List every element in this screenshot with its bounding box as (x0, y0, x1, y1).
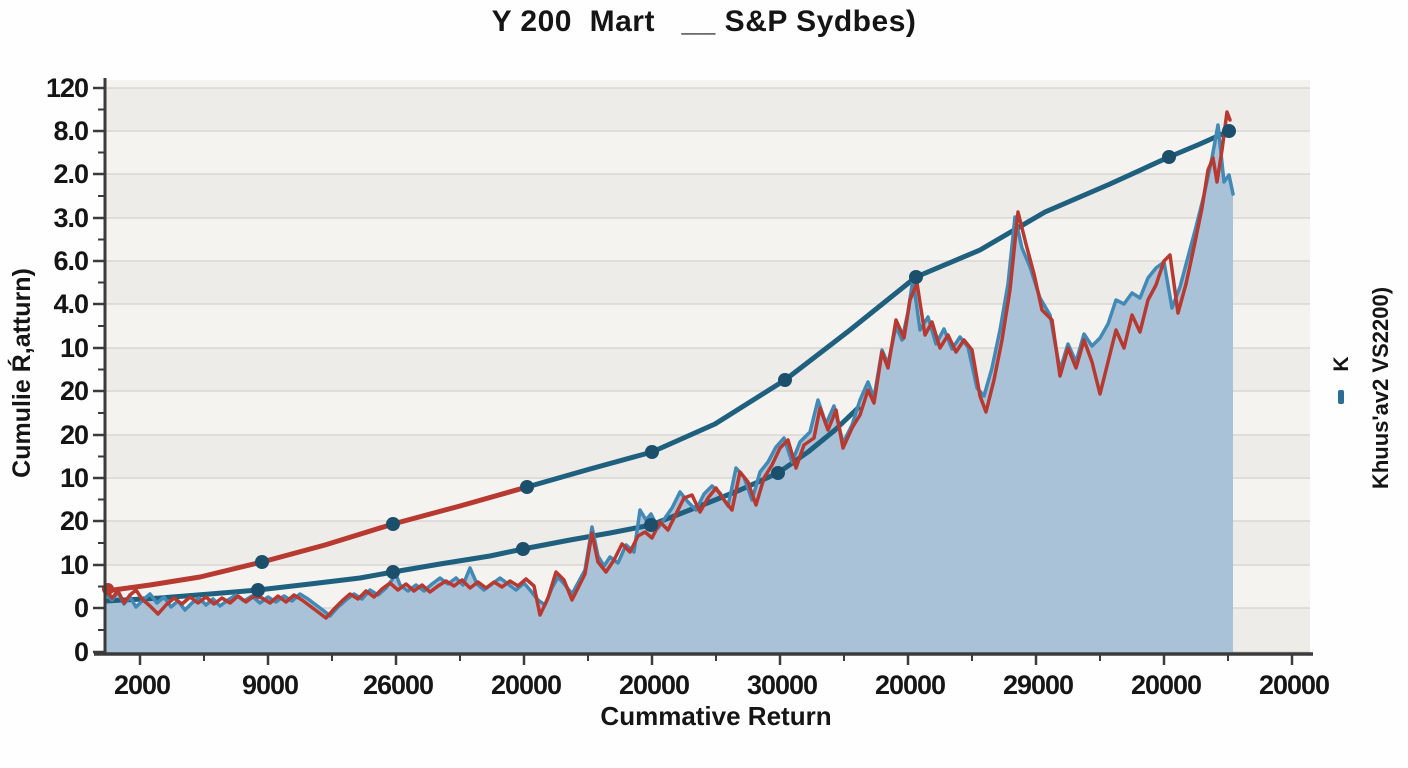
trend-marker-dot (645, 445, 659, 459)
y-tick-label: 20 (60, 506, 88, 536)
y-tick-label: 0 (74, 637, 88, 667)
plot-band (105, 174, 1310, 218)
trend-marker-dot (386, 565, 400, 579)
x-axis-title: Cummative Return (600, 701, 832, 731)
y-tick-label: 0 (74, 593, 88, 623)
trend-marker-dot (520, 480, 534, 494)
trend-marker-dot (644, 518, 658, 532)
x-tick-label: 29000 (1003, 670, 1073, 700)
x-tick-label: 26000 (363, 670, 433, 700)
legend-marker-label: K (1330, 356, 1353, 372)
y-tick-label: 10 (60, 333, 88, 363)
y-tick-label: 10 (60, 550, 88, 580)
y-tick-label: 4.0 (53, 289, 88, 319)
trend-marker-dot (771, 466, 785, 480)
trend-marker-dot (255, 555, 269, 569)
x-tick-label: 9000 (242, 670, 298, 700)
y-tick-label: 20 (60, 420, 88, 450)
upper-trend-red-line (103, 484, 530, 594)
trend-marker-dot (516, 542, 530, 556)
x-tick-label: 20000 (1259, 670, 1329, 700)
plot-band (105, 88, 1310, 131)
chart-title: Y 200 Mart __ S&P Sydbes) (491, 5, 917, 38)
right-axis-title: Khuus'av2 VS2200) (1368, 286, 1393, 490)
plot-band (105, 261, 1310, 304)
y-tick-label: 10 (60, 463, 88, 493)
x-tick-label: 20000 (491, 670, 561, 700)
x-tick-label: 20000 (875, 670, 945, 700)
red-series-line (104, 110, 1232, 620)
trend-marker-dot (909, 270, 923, 284)
trend-marker-dot (1222, 124, 1236, 138)
y-tick-label: 2.0 (53, 159, 88, 189)
x-tick-label: 20000 (619, 670, 689, 700)
y-tick-label: 120 (46, 73, 88, 103)
trend-marker-dot (778, 373, 792, 387)
legend-line-swatch (1338, 390, 1344, 404)
y-tick-label: 8.0 (53, 116, 88, 146)
area-fill (106, 125, 1233, 653)
trend-marker-dot (251, 583, 265, 597)
x-tick-label: 2000 (114, 670, 170, 700)
x-tick-label: 20000 (1131, 670, 1201, 700)
y-tick-label: 20 (60, 376, 88, 406)
trend-marker-dot (386, 517, 400, 531)
y-tick-label: 6.0 (53, 246, 88, 276)
trend-marker-dot (1162, 150, 1176, 164)
x-tick-label: 30000 (747, 670, 817, 700)
y-tick-label: 3.0 (53, 203, 88, 233)
